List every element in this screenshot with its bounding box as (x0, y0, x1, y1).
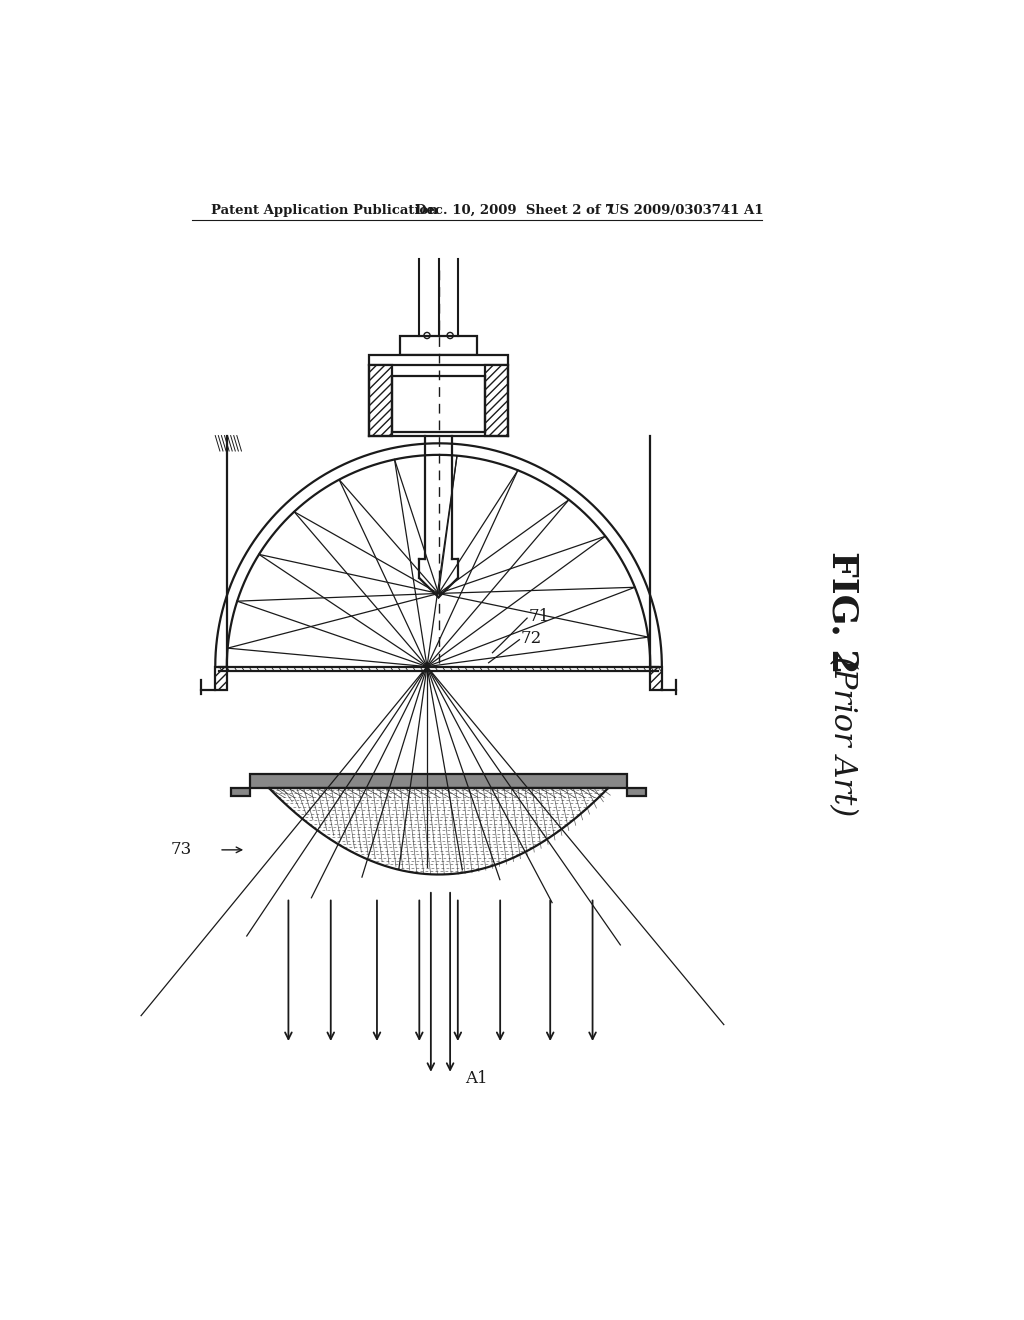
Text: 71: 71 (528, 609, 550, 626)
Polygon shape (484, 364, 508, 436)
Text: FIG. 2: FIG. 2 (825, 552, 860, 675)
Text: A1: A1 (466, 1071, 488, 1088)
Bar (400, 335, 477, 355)
Text: (Prior Art): (Prior Art) (827, 656, 858, 816)
Polygon shape (650, 667, 662, 689)
Bar (230, 788, 250, 796)
Text: 73: 73 (171, 841, 193, 858)
Polygon shape (250, 775, 628, 788)
Polygon shape (215, 667, 226, 689)
Text: US 2009/0303741 A1: US 2009/0303741 A1 (608, 205, 764, 218)
Bar (370, 355, 508, 364)
Text: 72: 72 (521, 630, 542, 647)
Text: Patent Application Publication: Patent Application Publication (211, 205, 438, 218)
Polygon shape (370, 364, 392, 436)
Bar (628, 788, 646, 796)
Text: Dec. 10, 2009  Sheet 2 of 7: Dec. 10, 2009 Sheet 2 of 7 (416, 205, 614, 218)
